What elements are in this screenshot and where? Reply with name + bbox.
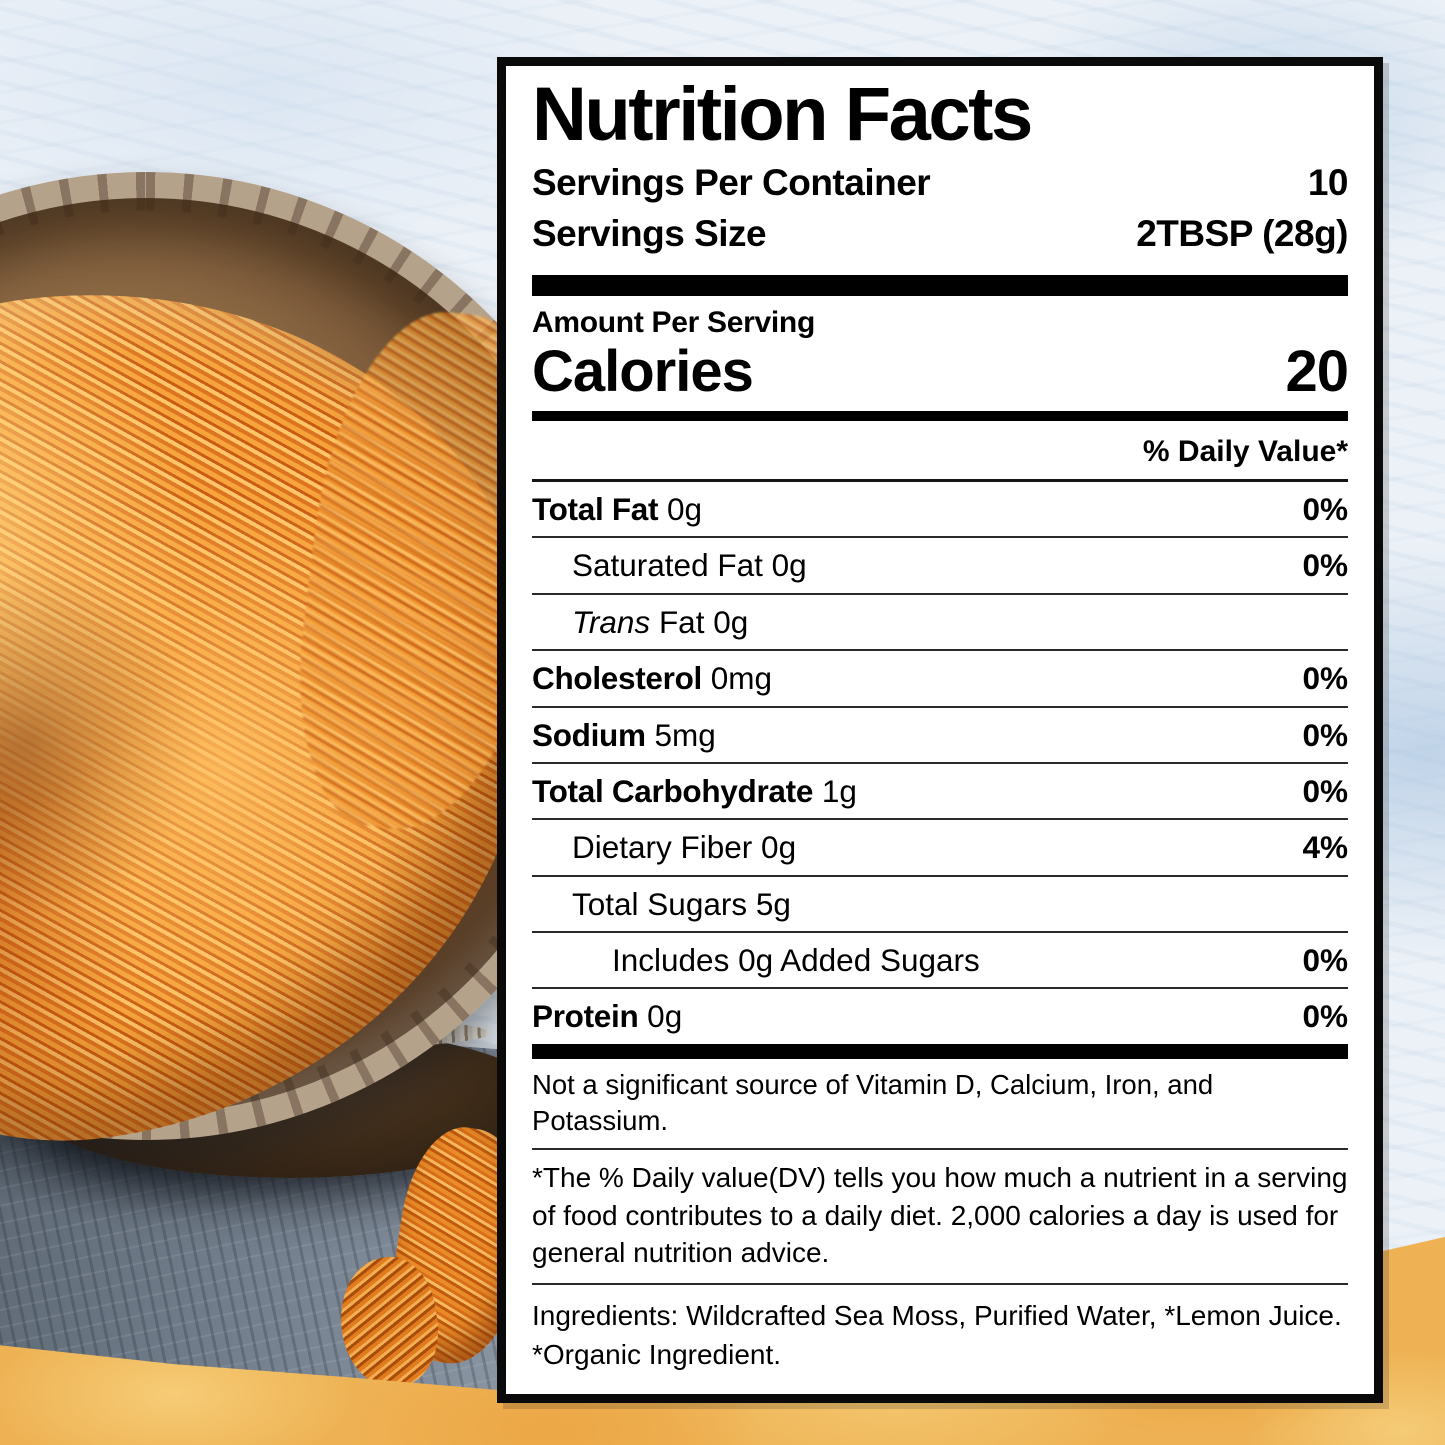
- nutrient-name: Trans Fat 0g: [572, 603, 749, 640]
- thick-divider-bottom: [532, 1043, 1348, 1059]
- calories-value: 20: [1285, 339, 1349, 405]
- nutrient-row: Protein 0g 0%: [532, 989, 1348, 1043]
- amount-per-serving-label: Amount Per Serving: [532, 306, 815, 340]
- nutrient-name: Total Sugars 5g: [572, 885, 791, 922]
- nutrient-row: Cholesterol 0mg 0%: [532, 651, 1348, 708]
- nutrient-row: Total Fat 0g 0%: [532, 482, 1348, 539]
- nutrient-row: Total Carbohydrate 1g 0%: [532, 764, 1348, 821]
- nutrient-daily-value: 0%: [1302, 772, 1348, 809]
- nutrition-facts-label: Nutrition Facts Servings Per Container 1…: [497, 57, 1383, 1403]
- nutrient-name: Sodium 5mg: [532, 716, 716, 753]
- nutrient-row: Sodium 5mg 0%: [532, 708, 1348, 764]
- nutrient-name: Saturated Fat 0g: [572, 547, 807, 584]
- servings-per-container-row: Servings Per Container 10: [532, 157, 1349, 208]
- nutrient-row: Includes 0g Added Sugars 0%: [532, 933, 1348, 990]
- nutrient-daily-value: 0%: [1302, 716, 1348, 753]
- nutrient-daily-value: 0%: [1302, 547, 1348, 584]
- nutrient-name: Dietary Fiber 0g: [572, 829, 797, 866]
- nutrient-rows: Total Fat 0g 0% Saturated Fat 0g 0% Tran…: [532, 482, 1348, 1044]
- not-significant-note: Not a significant source of Vitamin D, C…: [532, 1059, 1348, 1151]
- servings-per-container-label: Servings Per Container: [532, 162, 931, 204]
- servings-per-container-value: 10: [1307, 162, 1349, 204]
- daily-value-footnote: *The % Daily value(DV) tells you how muc…: [532, 1150, 1348, 1286]
- nutrient-row: Total Sugars 5g: [532, 877, 1348, 934]
- nutrient-row: Trans Fat 0g: [532, 595, 1348, 652]
- serving-size-label: Servings Size: [532, 213, 767, 255]
- serving-size-row: Servings Size 2TBSP (28g): [532, 208, 1348, 259]
- nutrient-name: Protein 0g: [532, 998, 683, 1035]
- nutrient-daily-value: 0%: [1302, 491, 1348, 528]
- nutrient-row: Dietary Fiber 0g 4%: [532, 820, 1348, 877]
- daily-value-header: % Daily Value*: [532, 421, 1348, 483]
- nutrient-name: Total Fat 0g: [532, 491, 703, 528]
- nutrient-daily-value: 0%: [1302, 942, 1348, 979]
- ingredients-text: Ingredients: Wildcrafted Sea Moss, Purif…: [532, 1300, 1342, 1371]
- nutrient-daily-value: 4%: [1302, 829, 1348, 866]
- nutrient-daily-value: 0%: [1302, 660, 1348, 697]
- thick-divider-top: [532, 275, 1348, 297]
- nutrient-name: Cholesterol 0mg: [532, 660, 773, 697]
- nutrient-name: Includes 0g Added Sugars: [612, 942, 980, 979]
- calories-row: Calories 20: [532, 339, 1349, 405]
- nutrient-row: Saturated Fat 0g 0%: [532, 538, 1348, 595]
- medium-divider: [532, 411, 1348, 422]
- serving-size-value: 2TBSP (28g): [1136, 213, 1348, 255]
- label-title: Nutrition Facts: [532, 72, 1033, 157]
- calories-label: Calories: [532, 339, 754, 405]
- nutrient-name: Total Carbohydrate 1g: [532, 772, 857, 809]
- nutrient-daily-value: 0%: [1302, 998, 1348, 1035]
